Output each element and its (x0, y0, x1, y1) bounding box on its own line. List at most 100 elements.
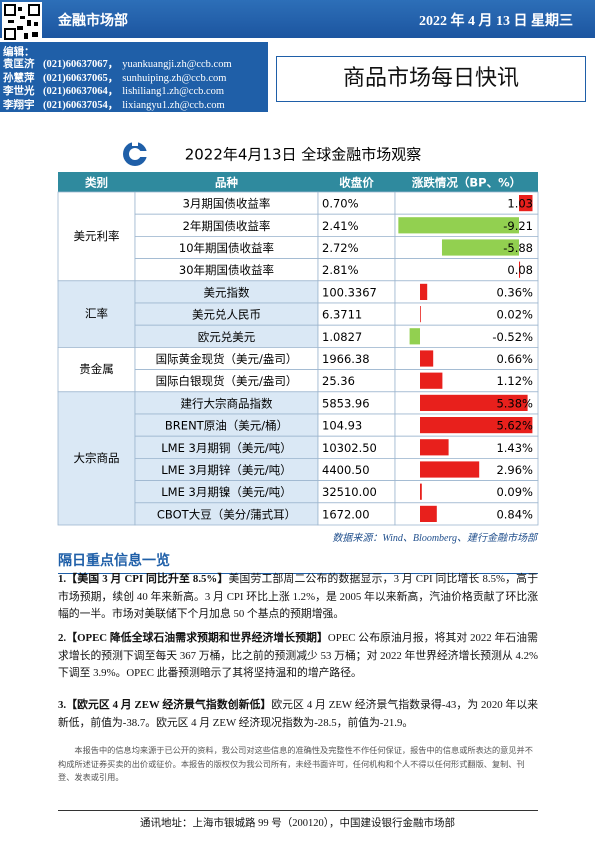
report-date: 2022 年 4 月 13 日 星期三 (419, 14, 573, 29)
item-label: 3月期国债收益率 (183, 197, 271, 211)
close-value: 32510.00 (322, 485, 377, 499)
ccb-logo (123, 141, 148, 166)
item-label: 30年期国债收益率 (179, 263, 274, 277)
news-text: 欧元区 4 月 ZEW 经济景气指数录得-43，为 2020 年以来新低，前值为… (58, 699, 539, 729)
news-heading: 1.【美国 3 月 CPI 同比升至 8.5%】 (58, 573, 229, 585)
change-label: 2.96% (496, 463, 533, 477)
footer-address: 通讯地址：上海市银城路 99 号（200120），中国建设银行金融市场部 (140, 818, 455, 829)
close-value: 5853.96 (322, 396, 370, 410)
item-label: LME 3月期镍（美元/吨） (161, 485, 291, 499)
change-bar (519, 261, 521, 278)
category-cell (57, 280, 136, 348)
market-table: 2022年4月13日 全球金融市场观察 类别 品种 收盘价 涨跌情况（BP、%） 美元利… (57, 141, 539, 526)
close-value: 2.81% (322, 263, 359, 277)
close-value: 0.70% (322, 197, 359, 211)
item-label: 美元指数 (204, 285, 250, 299)
category-cell (57, 346, 136, 393)
column-header: 品种 (215, 176, 238, 190)
category-label: 美元利率 (74, 229, 120, 243)
category-cell (57, 191, 136, 282)
change-label: 0.09% (496, 485, 533, 499)
change-bar (420, 306, 421, 323)
news-heading: 3.【欧元区 4 月 ZEW 经济景气指数创新低】 (58, 699, 272, 711)
news-heading: 2.【OPEC 降低全球石油需求预期和世界经济增长预期】 (58, 632, 328, 644)
editor-name: 孙慧萍 (3, 72, 35, 84)
change-bar (519, 195, 533, 212)
change-bar (420, 417, 533, 434)
close-value: 2.72% (322, 241, 359, 255)
category-label: 汇率 (85, 307, 108, 321)
editor-name: 李世光 (3, 86, 35, 97)
news-item: 3.【欧元区 4 月 ZEW 经济景气指数创新低】欧元区 4 月 ZEW 经济景… (58, 697, 538, 732)
change-bar (420, 283, 428, 300)
news-title: 隔日重点信息一览 (58, 550, 538, 574)
data-source: 数据来源：Wind、Bloomberg、建行金融市场部 (332, 533, 537, 544)
editor-email: lishiliang1.zh@ccb.com (122, 86, 225, 97)
item-label: 建行大宗商品指数 (181, 396, 273, 410)
close-value: 100.3367 (322, 285, 377, 299)
change-bar (420, 350, 434, 367)
close-value: 6.3711 (322, 308, 362, 322)
editors-label: 编辑： (3, 47, 35, 58)
change-bar (420, 483, 422, 500)
item-label: LME 3月期锌（美元/吨） (161, 463, 291, 477)
item-label: 欧元兑美元 (198, 330, 256, 344)
editor-row: 孙慧萍 (021)60637065， sunhuiping.zh@ccb.com (3, 70, 226, 85)
column-header: 涨跌情况（BP、%） (412, 176, 521, 190)
change-label: 0.66% (496, 352, 533, 366)
category-cell (57, 391, 136, 526)
footer-rule (58, 810, 538, 811)
change-label: 0.02% (496, 308, 533, 322)
close-value: 4400.50 (322, 463, 370, 477)
item-label: 2年期国债收益率 (183, 219, 271, 233)
change-label: 5.62% (496, 419, 533, 433)
change-label: 1.43% (496, 441, 533, 455)
editor-phone: (021)60637067， (43, 59, 119, 70)
editor-email: yuankuangji.zh@ccb.com (122, 59, 232, 70)
change-bar (420, 439, 449, 456)
close-value: 2.41% (322, 219, 359, 233)
column-header: 类别 (85, 176, 108, 190)
editor-row: 李翔宇 (021)60637054， lixiangyu1.zh@ccb.com (3, 97, 225, 112)
change-label: 1.03 (507, 197, 533, 211)
change-label: 5.38% (496, 396, 533, 410)
editor-email: sunhuiping.zh@ccb.com (122, 72, 227, 84)
change-bar (420, 394, 528, 411)
column-header: 收盘价 (339, 176, 374, 190)
item-label: BRENT原油（美元/桶） (165, 419, 288, 433)
disclaimer: 本报告中的信息均来源于已公开的资料，我公司对这些信息的准确性及完整性不作任何保证… (58, 746, 533, 782)
change-bar (398, 217, 519, 234)
report-title: 商品市场每日快讯 (276, 56, 586, 102)
close-value: 25.36 (322, 374, 355, 388)
change-label: 0.36% (496, 285, 533, 299)
close-value: 1966.38 (322, 352, 370, 366)
header-bar (0, 0, 595, 38)
editor-phone: (021)60637065， (43, 72, 119, 84)
editors-block: 编辑： 袁匡济 (021)60637067， yuankuangji.zh@ccb.… (0, 42, 268, 112)
change-label: -5.88 (503, 241, 533, 255)
item-label: 国际黄金现货（美元/盎司） (156, 352, 298, 366)
category-label: 贵金属 (79, 362, 114, 376)
item-label: CBOT大豆（美分/蒲式耳） (157, 507, 296, 521)
close-value: 1.0827 (322, 330, 362, 344)
category-label: 大宗商品 (74, 451, 120, 465)
editor-phone: (021)60637064， (43, 86, 119, 97)
editor-email: lixiangyu1.zh@ccb.com (122, 99, 225, 111)
editor-phone: (021)60637054， (43, 99, 119, 111)
news-item: 2.【OPEC 降低全球石油需求预期和世界经济增长预期】OPEC 公布原油月报，… (58, 630, 538, 683)
close-value: 1672.00 (322, 507, 370, 521)
qr-code (2, 2, 42, 42)
change-bar (420, 461, 480, 478)
item-label: 美元兑人民币 (192, 308, 261, 322)
change-label: 1.12% (496, 374, 533, 388)
close-value: 104.93 (322, 419, 362, 433)
editor-row: 袁匡济 (021)60637067， yuankuangji.zh@ccb.com (3, 56, 232, 71)
news-text: OPEC 公布原油月报，将其对 2022 年石油需求增长的预测下调至每天 367… (58, 632, 538, 679)
news-text: 美国劳工部周二公布的数据显示，3 月 CPI 同比增长 8.5%，高于市场预期，… (58, 573, 538, 620)
header-row (58, 172, 538, 192)
department: 金融市场部 (58, 13, 128, 29)
editor-row: 李世光 (021)60637064， lishiliang1.zh@ccb.com (3, 83, 224, 98)
change-label: -9.21 (503, 219, 533, 233)
change-label: -0.52% (492, 330, 533, 344)
change-bar (441, 239, 519, 256)
